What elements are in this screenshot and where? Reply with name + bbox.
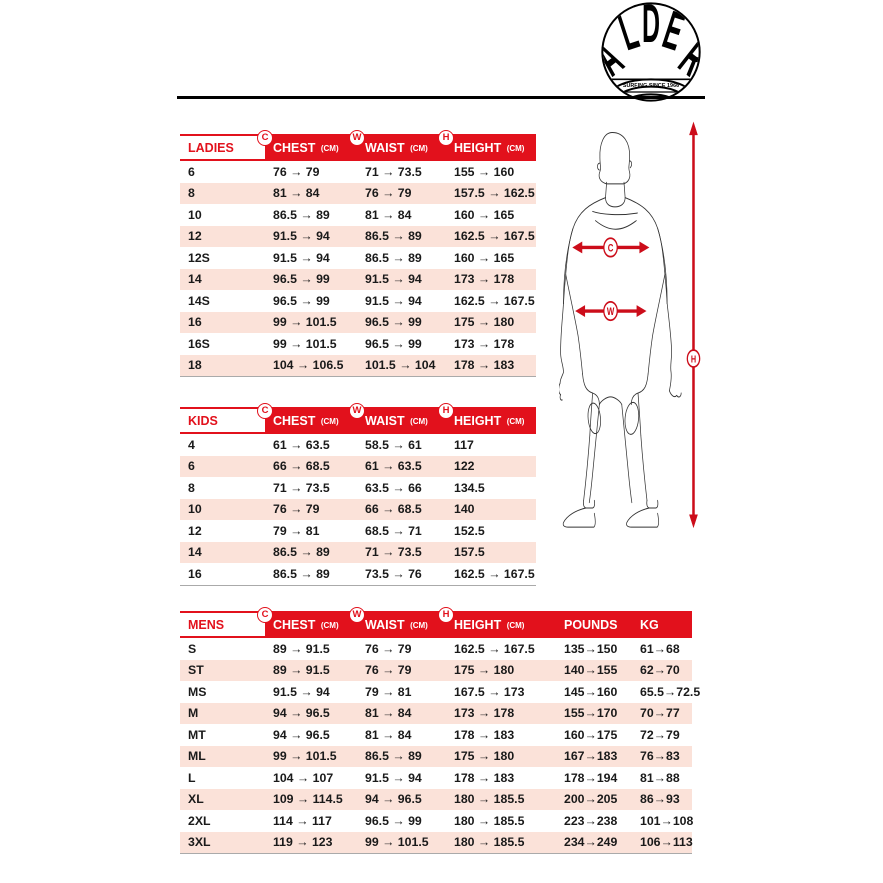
svg-text:L: L xyxy=(612,2,645,62)
svg-text:C: C xyxy=(608,241,614,254)
svg-text:E: E xyxy=(657,2,692,62)
svg-text:D: D xyxy=(642,2,660,54)
svg-text:H: H xyxy=(691,353,696,364)
svg-text:W: W xyxy=(607,305,615,318)
